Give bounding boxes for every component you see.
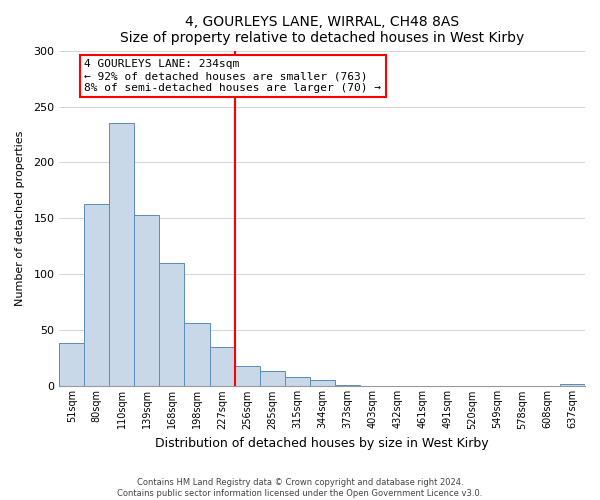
Bar xyxy=(160,263,184,386)
Bar xyxy=(85,204,109,386)
Bar xyxy=(59,342,85,386)
Bar xyxy=(284,378,310,386)
Bar xyxy=(560,384,585,386)
Bar xyxy=(134,215,160,386)
Bar xyxy=(260,370,284,386)
Text: Contains HM Land Registry data © Crown copyright and database right 2024.
Contai: Contains HM Land Registry data © Crown c… xyxy=(118,478,482,498)
Bar xyxy=(235,366,260,386)
X-axis label: Distribution of detached houses by size in West Kirby: Distribution of detached houses by size … xyxy=(155,437,489,450)
Bar xyxy=(184,322,209,386)
Bar xyxy=(109,124,134,386)
Title: 4, GOURLEYS LANE, WIRRAL, CH48 8AS
Size of property relative to detached houses : 4, GOURLEYS LANE, WIRRAL, CH48 8AS Size … xyxy=(120,15,524,45)
Y-axis label: Number of detached properties: Number of detached properties xyxy=(15,131,25,306)
Bar xyxy=(209,347,235,387)
Text: 4 GOURLEYS LANE: 234sqm
← 92% of detached houses are smaller (763)
8% of semi-de: 4 GOURLEYS LANE: 234sqm ← 92% of detache… xyxy=(85,60,382,92)
Bar xyxy=(310,380,335,386)
